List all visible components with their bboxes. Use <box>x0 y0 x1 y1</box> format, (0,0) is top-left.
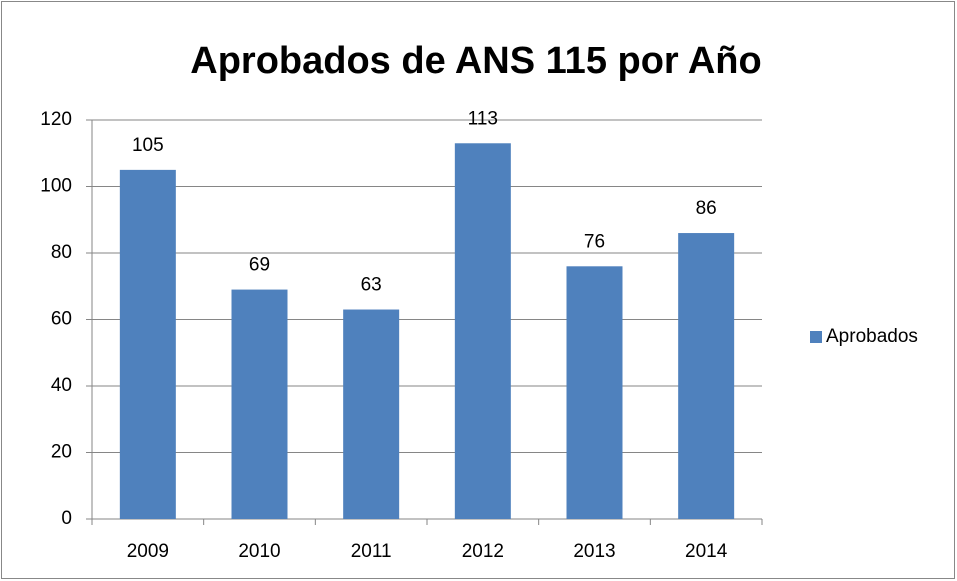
y-tick-label: 40 <box>51 375 72 396</box>
bar <box>678 233 735 520</box>
y-tick-label: 80 <box>51 242 72 263</box>
y-tick-label: 20 <box>51 442 72 463</box>
bar <box>454 143 511 519</box>
bar <box>566 266 623 519</box>
chart-title: Aprobados de ANS 115 por Año <box>190 40 761 82</box>
y-tick-label: 0 <box>61 508 72 529</box>
y-tick-label: 60 <box>51 309 72 330</box>
legend-swatch <box>810 331 822 343</box>
data-label: 86 <box>696 198 717 219</box>
y-tick-label: 120 <box>40 109 72 130</box>
x-tick-label: 2014 <box>685 541 728 562</box>
x-tick-label: 2010 <box>238 541 280 562</box>
data-label: 105 <box>132 135 164 156</box>
data-label: 69 <box>249 255 270 276</box>
bar <box>119 169 176 519</box>
bar <box>343 309 400 519</box>
x-tick-label: 2011 <box>351 541 392 562</box>
data-label: 63 <box>361 275 382 296</box>
data-label: 113 <box>468 108 498 129</box>
y-tick-label: 100 <box>40 176 72 197</box>
legend-label: Aprobados <box>826 326 918 347</box>
x-tick-label: 2013 <box>573 541 615 562</box>
x-tick-label: 2009 <box>127 541 169 562</box>
data-label: 76 <box>584 231 605 252</box>
x-tick-label: 2012 <box>462 541 504 562</box>
bar <box>231 289 288 519</box>
